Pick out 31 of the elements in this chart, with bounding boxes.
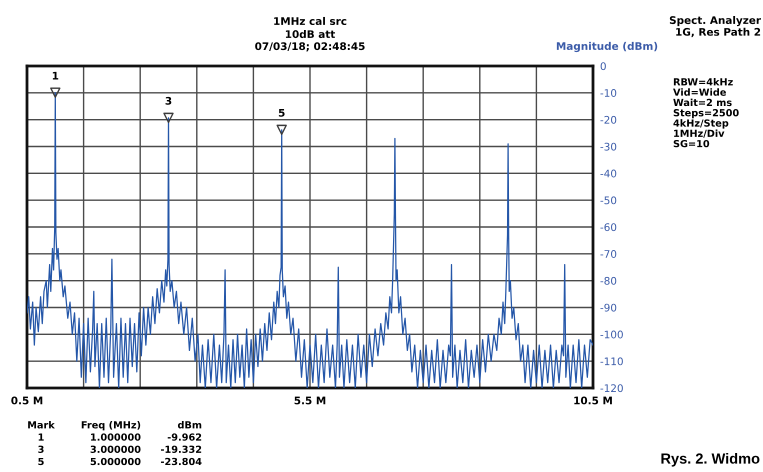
text: RBW=4kHz Vid=Wide Wait=2 ms Steps=2500 4kHz/Step 1MHz/Div SG=10 <box>673 78 739 148</box>
y-tick-label: -10 <box>600 89 616 97</box>
y-tick-label: -60 <box>600 223 616 232</box>
point <box>50 88 60 98</box>
y-tick-label: -40 <box>600 170 616 178</box>
y-tick-label: -110 <box>600 357 623 366</box>
y-axis-title: Magnitude (dBm) <box>556 42 658 52</box>
annotation: 1 <box>52 72 58 80</box>
chart-title: 1MHz cal src <box>274 16 346 26</box>
text: Mark 1 3 5 <box>28 421 55 466</box>
x-tick-label: 5.5 M <box>294 396 326 404</box>
annotation: 5 <box>278 109 285 117</box>
y-tick-label: -70 <box>600 250 616 258</box>
y-tick-label: -100 <box>600 330 623 338</box>
point <box>163 112 174 124</box>
x-tick-label: 10.5 M <box>574 396 612 404</box>
y-tick-label: -90 <box>600 304 616 312</box>
y-tick-label: -30 <box>600 142 616 151</box>
chart-subtitle: 10dB att 07/03/18; 02:48:45 <box>255 30 365 52</box>
y-tick-label: -120 <box>600 384 623 392</box>
y-tick-label: -20 <box>600 116 616 124</box>
x-tick-label: 0.5 M <box>11 396 42 404</box>
annotation: 3 <box>166 96 172 105</box>
text: Freq (MHz) 1.000000 3.000000 5.000000 <box>82 421 141 466</box>
point <box>276 124 287 136</box>
y-tick-label: -50 <box>600 196 616 204</box>
text: dBm -9.962 -19.332 -23.804 <box>160 421 202 466</box>
text: Spect. Analyzer 1G, Res Path 2 <box>670 16 761 38</box>
y-tick-label: -80 <box>600 276 616 285</box>
y-tick-label: 0 <box>600 62 606 70</box>
text: Rys. 2. Widmo <box>661 453 760 467</box>
